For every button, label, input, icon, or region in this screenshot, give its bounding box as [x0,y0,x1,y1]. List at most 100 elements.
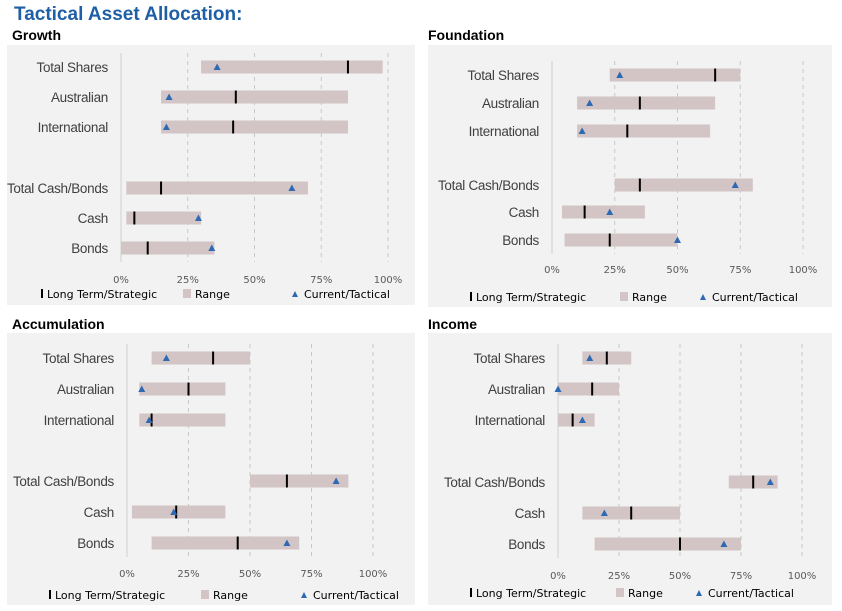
income-strategic-marker-total-shares [605,351,608,365]
growth-strategic-marker-total-cash-bonds [160,181,163,195]
foundation-category-label-total-shares: Total Shares [468,68,540,83]
accumulation-strategic-marker-bonds [236,536,239,550]
income-range-bar-international [558,413,595,427]
income-category-label-bonds: Bonds [508,537,545,552]
accumulation-range-bar-total-shares [151,351,250,365]
foundation-category-label-bonds: Bonds [502,233,539,248]
foundation-tick-label: 100% [789,265,818,276]
growth-legend-range-key [183,289,191,298]
growth-tick-label: 50% [243,275,265,286]
accumulation-strategic-marker-international [150,413,153,427]
income-tactical-marker-international [578,416,586,423]
income-strategic-marker-cash [630,506,633,520]
accumulation-category-label-total-shares: Total Shares [43,351,115,366]
foundation-tactical-marker-international [578,127,586,134]
accumulation-legend-strategic-label: Long Term/Strategic [55,589,165,602]
income-legend-range-key [616,588,624,597]
foundation-tactical-marker-total-shares [616,71,624,78]
accumulation-tactical-marker-total-shares [162,354,170,361]
accumulation-tactical-marker-bonds [283,539,291,546]
accumulation-category-label-international: International [44,413,115,428]
accumulation-tick-label: 75% [300,569,322,580]
growth-legend-tactical-label: Current/Tactical [304,288,390,301]
income-tactical-marker-bonds [720,540,728,547]
foundation-legend-tactical-label: Current/Tactical [712,291,798,304]
income-range-bar-australian [558,382,619,396]
accumulation-tick-label: 50% [239,569,261,580]
accumulation-category-label-australian: Australian [57,382,114,397]
income-category-label-australian: Australian [488,382,545,397]
growth-legend-tactical-key [292,291,298,297]
growth-tactical-marker-total-shares [213,63,221,70]
foundation-category-label-international: International [469,124,540,139]
growth-strategic-marker-total-shares [346,60,349,74]
income-category-label-total-shares: Total Shares [474,351,546,366]
accumulation-tactical-marker-international [145,416,153,423]
growth-tactical-marker-bonds [208,244,216,251]
accumulation-tick-label: 25% [177,569,199,580]
growth-tactical-marker-australian [165,93,173,100]
growth-range-bar-total-shares [201,60,383,74]
growth-strategic-marker-international [232,120,235,134]
accumulation-legend-range-key [201,590,209,599]
foundation-range-bar-bonds [564,233,678,247]
growth-legend-strategic-key [41,289,43,298]
growth-strategic-marker-cash [133,211,136,225]
growth-category-label-bonds: Bonds [71,241,108,256]
accumulation-range-bar-international [139,413,226,427]
foundation-tick-label: 0% [544,265,560,276]
foundation-tick-label: 25% [604,265,626,276]
growth-tactical-marker-international [162,123,170,130]
foundation-chart-panel: 0% 25% 50% 75% 100% Total Shares Australian Int… [428,45,832,307]
income-strategic-marker-international [571,413,574,427]
foundation-tactical-marker-bonds [674,236,681,243]
foundation-tactical-marker-australian [586,99,594,106]
foundation-strategic-marker-cash [583,205,586,219]
accumulation-range-bar-cash [131,505,226,519]
growth-tactical-marker-total-cash-bonds [288,184,296,191]
growth-tick-label: 75% [310,275,332,286]
foundation-range-bar-international [577,124,711,138]
accumulation-tactical-marker-cash [170,508,178,515]
page-title: Tactical Asset Allocation: [14,4,243,25]
growth-legend-range-label: Range [195,288,230,301]
growth-range-bar-international [161,120,348,134]
foundation-range-bar-total-cash-bonds [614,178,753,192]
income-tick-label: 25% [608,571,630,582]
income-strategic-marker-bonds [679,537,681,551]
accumulation-legend-tactical-label: Current/Tactical [313,589,399,602]
income-legend-strategic-label: Long Term/Strategic [476,587,586,600]
income-strategic-marker-australian [591,382,594,396]
growth-category-label-cash: Cash [78,211,108,226]
income-legend-tactical-label: Current/Tactical [708,587,794,600]
foundation-tactical-marker-total-cash-bonds [731,181,739,188]
foundation-strategic-marker-australian [638,96,641,110]
accumulation-strategic-marker-cash [175,505,178,519]
income-tick-label: 50% [669,571,691,582]
growth-strategic-marker-bonds [146,241,149,255]
growth-category-label-international: International [38,120,109,135]
foundation-category-label-total-cash-bonds: Total Cash/Bonds [438,178,540,193]
growth-range-bar-cash [126,211,202,225]
foundation-legend-range-key [620,292,628,301]
accumulation-category-label-cash: Cash [84,505,114,520]
accumulation-chart-panel: 0% 25% 50% 75% 100% Total Shares Australian Int… [7,333,415,605]
growth-category-label-total-cash-bonds: Total Cash/Bonds [7,181,109,196]
income-strategic-marker-total-cash-bonds [752,475,755,489]
foundation-range-bar-total-shares [609,68,741,82]
accumulation-strategic-marker-total-cash-bonds [285,474,288,488]
income-tactical-marker-total-cash-bonds [766,478,774,485]
growth-range-bar-total-cash-bonds [126,181,308,195]
income-tick-label: 100% [788,571,817,582]
foundation-tick-label: 75% [729,265,751,276]
growth-tactical-marker-cash [194,214,202,221]
accumulation-tactical-marker-total-cash-bonds [332,477,340,484]
accumulation-chart: 0% 25% 50% 75% 100% Total Shares Australian Int… [13,344,399,602]
accumulation-range-bar-bonds [151,536,300,550]
income-legend-strategic-key [470,588,472,597]
income-chart: 0% 25% 50% 75% 100% Total Shares Australian Int… [444,344,817,600]
foundation-tactical-marker-cash [606,208,614,215]
growth-strategic-marker-australian [234,90,237,104]
income-legend-range-label: Range [628,587,663,600]
accumulation-title: Accumulation [12,316,105,332]
